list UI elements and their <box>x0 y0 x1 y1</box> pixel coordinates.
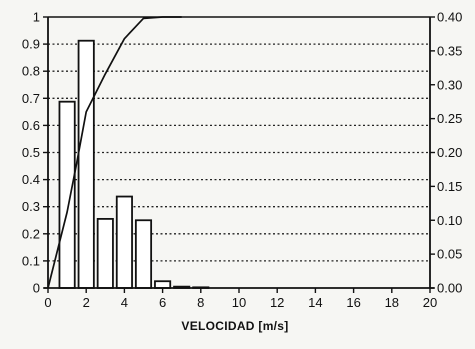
left-tick-label-3: 0.3 <box>22 199 40 214</box>
bar-4 <box>115 195 133 289</box>
bar-2 <box>77 39 95 289</box>
x-tick-label-0: 0 <box>44 295 51 310</box>
x-tick-label-8: 16 <box>346 295 360 310</box>
right-tick-label-2: 0.10 <box>437 213 462 228</box>
x-tick-label-2: 4 <box>121 295 128 310</box>
left-tick-label-5: 0.5 <box>22 145 40 160</box>
x-tick-label-10: 20 <box>423 295 437 310</box>
left-tick-label-9: 0.9 <box>22 37 40 52</box>
bar-1 <box>58 100 76 289</box>
right-tick-label-1: 0.05 <box>437 247 462 262</box>
x-tick-label-7: 14 <box>308 295 322 310</box>
left-tick-label-8: 0.8 <box>22 64 40 79</box>
x-tick-label-5: 10 <box>232 295 246 310</box>
left-tick-label-10: 1 <box>33 10 40 25</box>
right-tick-label-8: 0.40 <box>437 10 462 25</box>
right-tick-label-7: 0.35 <box>437 43 462 58</box>
left-tick-label-2: 0.2 <box>22 226 40 241</box>
tick-labels: 0 0.1 0.2 0.3 0.4 0.5 0.6 0.7 0.8 0.9 1 0.00 0.05 0.1… <box>22 10 462 311</box>
x-tick-label-6: 12 <box>270 295 284 310</box>
bars <box>58 39 210 289</box>
left-tick-label-7: 0.7 <box>22 91 40 106</box>
right-tick-label-3: 0.15 <box>437 179 462 194</box>
right-tick-label-4: 0.20 <box>437 145 462 160</box>
left-tick-label-4: 0.4 <box>22 172 40 187</box>
left-tick-label-1: 0.1 <box>22 253 40 268</box>
x-tick-label-4: 8 <box>197 295 204 310</box>
bar-5 <box>134 219 153 289</box>
right-tick-label-0: 0.00 <box>437 281 462 296</box>
bar-3 <box>96 217 114 289</box>
left-tick-label-0: 0 <box>33 281 40 296</box>
axes <box>43 16 435 293</box>
right-tick-label-5: 0.25 <box>437 111 462 126</box>
bar-6 <box>154 280 172 289</box>
left-tick-label-6: 0.6 <box>22 118 40 133</box>
x-axis-title: VELOCIDAD [m/s] <box>181 319 288 333</box>
x-tick-label-9: 18 <box>385 295 399 310</box>
x-tick-label-1: 2 <box>83 295 90 310</box>
right-tick-label-6: 0.30 <box>437 77 462 92</box>
x-tick-label-3: 6 <box>159 295 166 310</box>
